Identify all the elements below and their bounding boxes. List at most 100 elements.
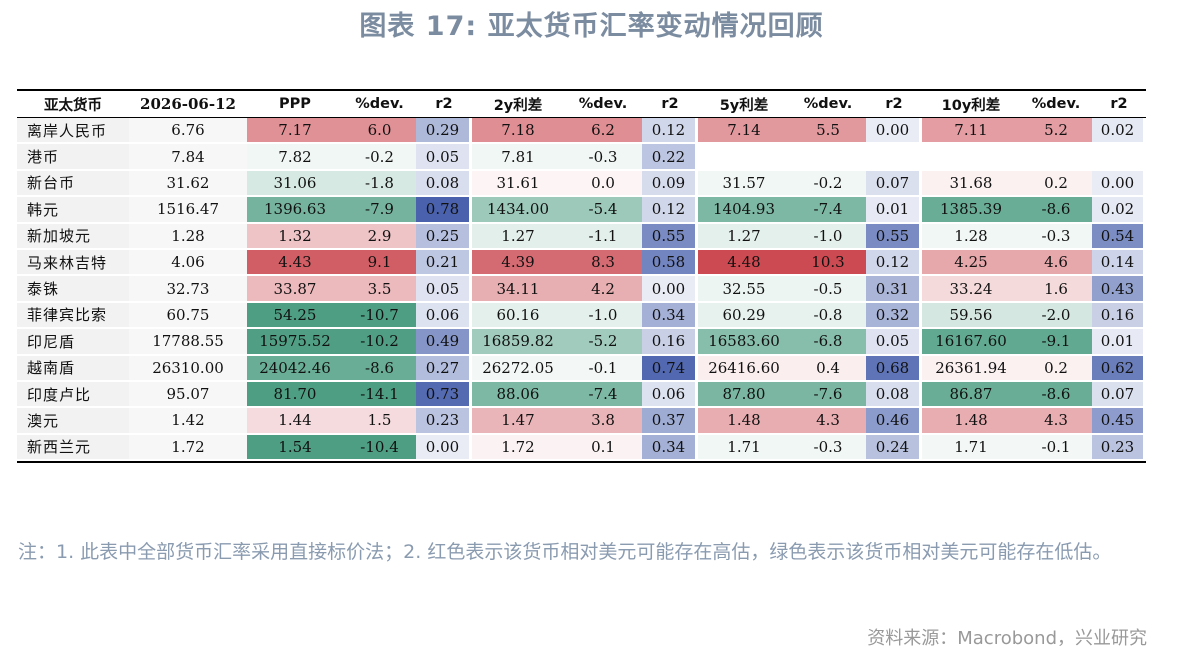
fair-value-cell: 1.44 (247, 408, 343, 435)
column-header: %dev. (790, 91, 866, 118)
fair-value-cell: 88.06 (472, 381, 564, 409)
fair-value-cell: 16583.60 (698, 329, 790, 356)
fair-value-cell: 32.55 (698, 276, 790, 303)
deviation-cell: 6.2 (564, 118, 642, 145)
r2-cell: 0.01 (866, 197, 922, 224)
fair-value-cell: 4.39 (472, 249, 564, 277)
r2-cell: 0.43 (1092, 276, 1146, 303)
r2-cell: 0.01 (1092, 329, 1146, 356)
r2-cell: 0.74 (642, 355, 698, 382)
r2-cell: 0.08 (866, 381, 922, 409)
currency-name-cell: 泰铢 (17, 276, 129, 303)
deviation-cell: -10.7 (343, 302, 416, 330)
deviation-cell: 10.3 (790, 249, 866, 277)
deviation-cell: -0.2 (343, 144, 416, 171)
r2-cell: 0.54 (1092, 223, 1146, 250)
r2-cell: 0.58 (642, 249, 698, 277)
spot-rate-cell: 1.72 (129, 434, 247, 462)
r2-cell (866, 144, 922, 171)
deviation-cell: 3.5 (343, 276, 416, 303)
r2-cell: 0.00 (866, 118, 922, 145)
fair-value-cell: 33.87 (247, 276, 343, 303)
column-header: r2 (642, 91, 698, 118)
deviation-cell: -0.3 (1020, 223, 1092, 250)
r2-cell: 0.00 (1092, 170, 1146, 198)
column-header: %dev. (1020, 91, 1092, 118)
table-row: 越南盾 26310.00 24042.46 -8.6 0.27 26272.05 -0.1 0… (17, 355, 1146, 382)
deviation-cell: -0.1 (1020, 434, 1092, 462)
deviation-cell: 5.2 (1020, 118, 1092, 145)
spot-rate-cell: 31.62 (129, 170, 247, 198)
r2-cell: 0.62 (1092, 355, 1146, 382)
r2-cell: 0.34 (642, 434, 698, 462)
fair-value-cell: 26416.60 (698, 355, 790, 382)
fair-value-cell: 1.54 (247, 434, 343, 462)
deviation-cell: -1.8 (343, 170, 416, 198)
fair-value-cell: 54.25 (247, 302, 343, 330)
r2-cell: 0.29 (416, 118, 472, 145)
fair-value-cell: 1.71 (922, 434, 1020, 462)
currency-name-cell: 新台币 (17, 170, 129, 198)
table-row: 马来林吉特 4.06 4.43 9.1 0.21 4.39 8.3 0.58 4.48 10.3 0… (17, 249, 1146, 277)
table-header-row: 亚太货币 2026-06-12 PPP %dev. r2 2y利差 %dev. r2 5y利差%… (17, 91, 1146, 118)
r2-cell: 0.78 (416, 197, 472, 224)
fair-value-cell: 24042.46 (247, 355, 343, 382)
deviation-cell: 8.3 (564, 249, 642, 277)
spot-rate-cell: 1.28 (129, 223, 247, 250)
fair-value-cell: 87.80 (698, 381, 790, 409)
r2-cell: 0.45 (1092, 408, 1146, 435)
fair-value-cell: 81.70 (247, 381, 343, 409)
r2-cell: 0.73 (416, 381, 472, 409)
r2-cell: 0.25 (416, 223, 472, 250)
fair-value-cell: 1396.63 (247, 197, 343, 224)
deviation-cell: -9.1 (1020, 329, 1092, 356)
fair-value-cell: 60.16 (472, 302, 564, 330)
fair-value-cell: 1434.00 (472, 197, 564, 224)
column-header: 5y利差 (698, 91, 790, 118)
fx-table: 亚太货币 2026-06-12 PPP %dev. r2 2y利差 %dev. r2 5y利差%… (17, 89, 1146, 464)
spot-rate-cell: 26310.00 (129, 355, 247, 382)
fair-value-cell: 7.82 (247, 144, 343, 171)
r2-cell: 0.14 (1092, 249, 1146, 277)
fair-value-cell: 1.48 (698, 408, 790, 435)
spot-rate-cell: 17788.55 (129, 329, 247, 356)
spot-rate-cell: 4.06 (129, 249, 247, 277)
r2-cell: 0.06 (416, 302, 472, 330)
r2-cell: 0.08 (416, 170, 472, 198)
spot-rate-cell: 1.42 (129, 408, 247, 435)
deviation-cell: -0.5 (790, 276, 866, 303)
column-header: %dev. (564, 91, 642, 118)
deviation-cell: -8.6 (1020, 381, 1092, 409)
fair-value-cell: 1385.39 (922, 197, 1020, 224)
r2-cell: 0.49 (416, 329, 472, 356)
deviation-cell: 4.2 (564, 276, 642, 303)
fair-value-cell: 1.71 (698, 434, 790, 462)
fair-value-cell: 4.43 (247, 249, 343, 277)
r2-cell: 0.05 (416, 144, 472, 171)
currency-name-cell: 离岸人民币 (17, 118, 129, 145)
currency-name-cell: 新西兰元 (17, 434, 129, 462)
fair-value-cell: 1.32 (247, 223, 343, 250)
column-header: 10y利差 (922, 91, 1020, 118)
column-header: PPP (247, 91, 343, 118)
table-row: 菲律宾比索 60.75 54.25 -10.7 0.06 60.16 -1.0 0.34 60.… (17, 302, 1146, 330)
fair-value-cell: 31.57 (698, 170, 790, 198)
fair-value-cell: 33.24 (922, 276, 1020, 303)
fair-value-cell: 34.11 (472, 276, 564, 303)
table-row: 新台币 31.62 31.06 -1.8 0.08 31.61 0.0 0.09 31.57 -0… (17, 170, 1146, 198)
column-header: 2y利差 (472, 91, 564, 118)
deviation-cell: -10.4 (343, 434, 416, 462)
spot-rate-cell: 7.84 (129, 144, 247, 171)
deviation-cell: 0.4 (790, 355, 866, 382)
deviation-cell: -0.3 (790, 434, 866, 462)
fair-value-cell: 1.48 (922, 408, 1020, 435)
r2-cell: 0.55 (866, 223, 922, 250)
deviation-cell (1020, 144, 1092, 171)
fair-value-cell: 60.29 (698, 302, 790, 330)
currency-name-cell: 新加坡元 (17, 223, 129, 250)
r2-cell: 0.24 (866, 434, 922, 462)
spot-rate-cell: 95.07 (129, 381, 247, 409)
fair-value-cell: 15975.52 (247, 329, 343, 356)
r2-cell: 0.34 (642, 302, 698, 330)
table-row: 印度卢比 95.07 81.70 -14.1 0.73 88.06 -7.4 0.06 87.8… (17, 381, 1146, 409)
